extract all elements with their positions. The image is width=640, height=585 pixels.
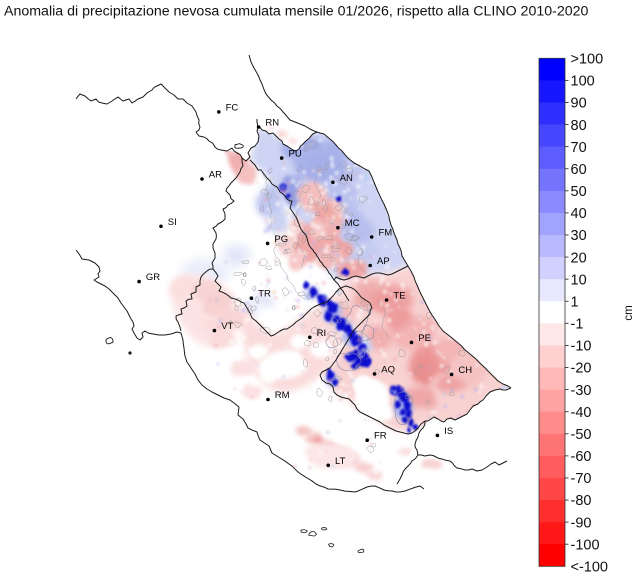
svg-text:Anomalia di precipitazione nev: Anomalia di precipitazione nevosa cumula… <box>4 4 589 20</box>
svg-text:LT: LT <box>335 456 346 467</box>
svg-text:<-100: <-100 <box>571 560 609 576</box>
svg-text:FR: FR <box>374 431 387 442</box>
svg-text:SI: SI <box>168 217 177 228</box>
svg-text:RI: RI <box>317 328 327 339</box>
svg-text:AR: AR <box>209 170 222 181</box>
svg-text:-10: -10 <box>571 339 592 355</box>
svg-text:-30: -30 <box>571 383 592 399</box>
svg-text:-20: -20 <box>571 361 592 377</box>
svg-text:FC: FC <box>226 102 239 113</box>
svg-text:GR: GR <box>146 272 160 283</box>
svg-text:cm: cm <box>623 305 635 320</box>
svg-text:-50: -50 <box>571 427 592 443</box>
svg-text:60: 60 <box>571 162 587 178</box>
svg-text:AP: AP <box>377 256 390 267</box>
svg-text:AN: AN <box>340 173 353 184</box>
svg-text:10: 10 <box>571 272 587 288</box>
svg-text:>100: >100 <box>571 52 604 68</box>
svg-text:FM: FM <box>379 228 393 239</box>
svg-text:70: 70 <box>571 140 587 156</box>
svg-text:-70: -70 <box>571 471 592 487</box>
svg-text:AQ: AQ <box>381 364 395 375</box>
svg-text:50: 50 <box>571 184 587 200</box>
svg-text:100: 100 <box>571 74 595 90</box>
svg-text:0: 0 <box>292 305 296 312</box>
svg-text:-40: -40 <box>571 405 592 421</box>
svg-text:RN: RN <box>265 118 279 129</box>
svg-text:TE: TE <box>393 291 405 302</box>
svg-text:CH: CH <box>458 365 472 376</box>
svg-text:MC: MC <box>345 218 360 229</box>
svg-text:TR: TR <box>258 289 271 300</box>
svg-text:PG: PG <box>274 234 288 245</box>
svg-text:RM: RM <box>275 390 290 401</box>
svg-text:PE: PE <box>418 333 431 344</box>
svg-text:-1: -1 <box>571 317 584 333</box>
svg-text:40: 40 <box>571 206 587 222</box>
svg-text:30: 30 <box>571 228 587 244</box>
svg-text:-90: -90 <box>571 515 592 531</box>
svg-text:90: 90 <box>571 96 587 112</box>
svg-text:0: 0 <box>243 272 247 279</box>
svg-text:PU: PU <box>289 149 302 160</box>
svg-text:-100: -100 <box>571 537 600 553</box>
svg-text:-80: -80 <box>571 493 592 509</box>
svg-text:-60: -60 <box>571 449 592 465</box>
svg-text:20: 20 <box>571 250 587 266</box>
svg-text:1: 1 <box>571 294 579 310</box>
svg-text:IS: IS <box>444 426 453 437</box>
svg-text:VT: VT <box>221 321 233 332</box>
svg-text:80: 80 <box>571 118 587 134</box>
